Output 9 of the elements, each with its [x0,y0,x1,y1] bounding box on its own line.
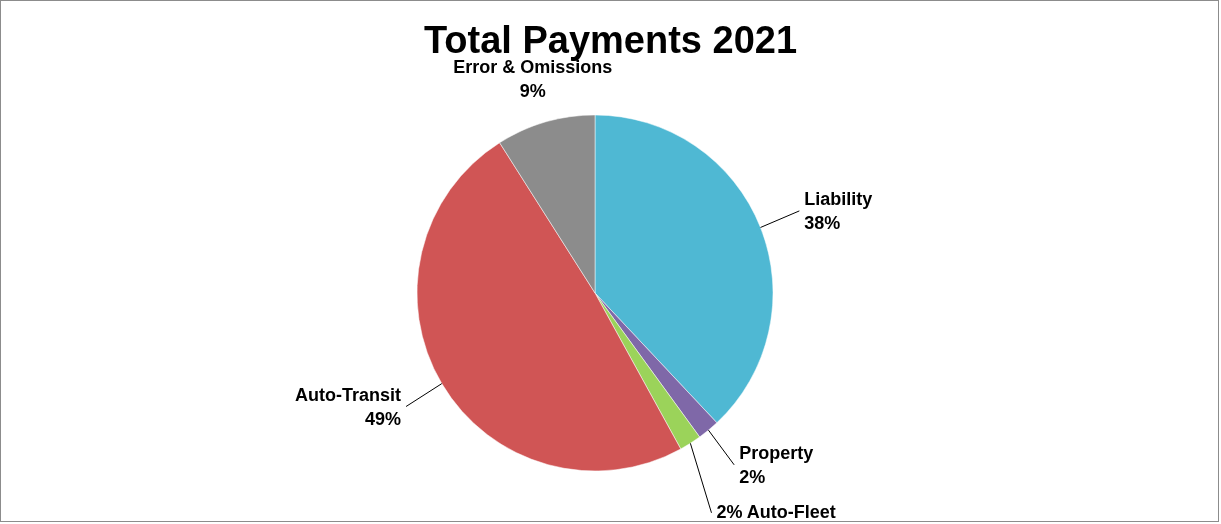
data-label: 49% [365,408,402,429]
slice-label: Auto-Transit [295,384,402,405]
slice-label: Liability [804,188,873,209]
chart-title: Total Payments 2021 [423,19,798,61]
data-label: 38% [804,212,841,233]
data-label: 9% [519,80,546,101]
slice-label: Property [739,442,814,463]
slice-label: 2% Auto-Fleet [716,501,836,522]
data-label: 2% [739,466,766,487]
